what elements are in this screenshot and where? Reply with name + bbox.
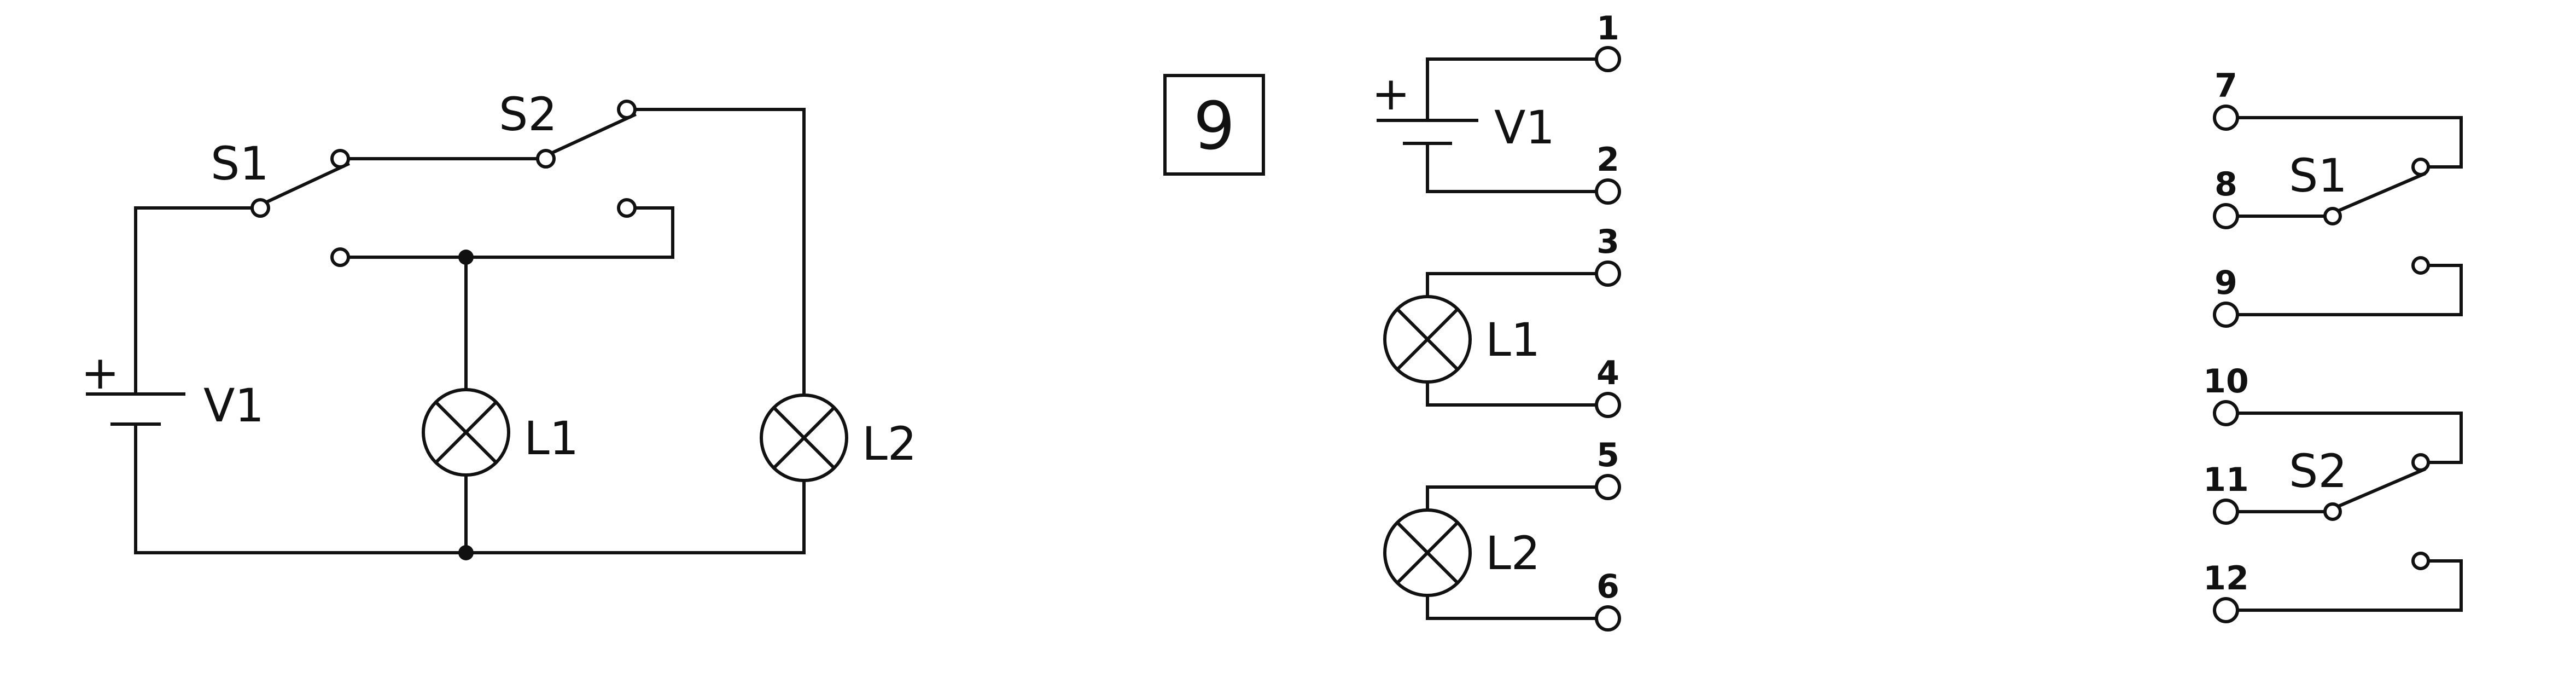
switch-s1-common-terminal	[250, 198, 270, 218]
s2-upper-contact	[2411, 453, 2430, 472]
lamp-l1-label: L1	[524, 412, 579, 465]
l1-wire-bottom	[1426, 380, 1599, 407]
lamp-l2-icon	[760, 393, 848, 482]
s1-upper-contact	[2411, 158, 2430, 176]
terminal-3	[1595, 260, 1621, 287]
l1-cross-b	[1395, 306, 1460, 372]
l1-label: L1	[1485, 313, 1540, 367]
lamp-l2: L2	[760, 393, 917, 482]
terminal-8	[2213, 203, 2239, 229]
s2-blade	[2338, 467, 2426, 508]
terminal-2-label: 2	[1596, 141, 1619, 179]
terminal-10-label: 10	[2203, 362, 2249, 401]
v1-plus-sign: +	[1372, 67, 1410, 120]
terminal-3-label: 3	[1596, 223, 1619, 261]
l2-label: L2	[1485, 526, 1540, 580]
l1-lamp-icon	[1383, 295, 1472, 384]
component-s2: S2 10 11 12	[2203, 362, 2463, 623]
s2-label: S2	[2289, 444, 2347, 498]
terminal-5	[1595, 474, 1621, 500]
battery-label: V1	[203, 379, 264, 432]
l2-cross-b	[1395, 520, 1460, 586]
battery-plus-sign: +	[81, 346, 119, 399]
wire-s2-lower-stub	[633, 206, 674, 259]
switch-s2-label: S2	[499, 88, 557, 141]
l1-wire-top	[1426, 272, 1599, 298]
terminal-8-label: 8	[2214, 165, 2237, 204]
l2-lamp-icon	[1383, 508, 1472, 597]
terminal-11	[2213, 499, 2239, 525]
v1-label: V1	[1494, 101, 1555, 154]
terminal-9	[2213, 302, 2239, 328]
schematic-circuit: + V1 S1 S2 L1	[81, 88, 917, 560]
wire-bottom-return	[134, 422, 806, 554]
wire-battery-to-s1	[134, 206, 254, 396]
s2-common-contact	[2323, 502, 2342, 521]
lamp-l1-icon	[422, 388, 510, 477]
terminal-9-label: 9	[2214, 264, 2237, 302]
terminal-7-label: 7	[2214, 67, 2237, 105]
s1-wire-bottom	[2235, 264, 2463, 316]
terminal-4-label: 4	[1596, 354, 1619, 392]
component-v1: + V1 1 2	[1372, 9, 1621, 205]
s2-wire-top	[2235, 412, 2463, 464]
switch-s2-common-terminal	[536, 149, 556, 169]
terminal-12-label: 12	[2203, 559, 2249, 598]
s2-wire-bottom	[2235, 559, 2463, 612]
component-s1: S1 7 8 9	[2213, 67, 2463, 328]
junction-dot-top	[458, 250, 474, 265]
exercise-number: 9	[1193, 89, 1235, 165]
s2-lower-contact	[2411, 552, 2430, 570]
wire-s2-to-l2	[633, 108, 806, 396]
switch-s1-blade	[266, 162, 350, 204]
terminal-2	[1595, 178, 1621, 205]
lamp-l1: L1	[422, 388, 579, 477]
switch-s1: S1	[211, 137, 350, 267]
lamp-l1-cross-b	[433, 399, 499, 465]
switch-s2-lower-terminal	[617, 198, 637, 218]
component-l2: L2 5 6	[1383, 436, 1621, 632]
terminal-1	[1595, 46, 1621, 72]
s1-label: S1	[2289, 149, 2347, 202]
v1-wire-bottom	[1426, 142, 1602, 193]
terminal-7	[2213, 105, 2239, 131]
junction-dot-bottom	[458, 545, 474, 560]
component-l1: L1 3 4	[1383, 223, 1621, 418]
terminal-10	[2213, 400, 2239, 426]
switch-s1-upper-terminal	[330, 149, 350, 169]
l2-wire-top	[1426, 485, 1599, 512]
switch-s2: S2	[499, 88, 637, 218]
l2-wire-bottom	[1426, 594, 1599, 620]
switch-s1-lower-terminal	[330, 247, 350, 267]
exercise-number-frame	[1163, 74, 1265, 176]
terminal-6	[1595, 605, 1621, 632]
switch-s2-blade	[551, 113, 637, 154]
terminal-4	[1595, 392, 1621, 418]
battery-v1: + V1	[81, 346, 264, 432]
exercise-number-box: 9	[1163, 74, 1265, 176]
lamp-l2-label: L2	[862, 417, 917, 471]
terminal-12	[2213, 597, 2239, 623]
s1-blade	[2338, 172, 2426, 212]
s1-wire-top	[2235, 116, 2463, 169]
terminal-11-label: 11	[2203, 461, 2249, 499]
s1-lower-contact	[2411, 256, 2430, 275]
switch-s2-upper-terminal	[617, 100, 637, 119]
v1-wire-top	[1426, 57, 1602, 122]
terminal-6-label: 6	[1596, 567, 1619, 606]
s1-common-contact	[2323, 207, 2342, 225]
terminal-1-label: 1	[1596, 9, 1619, 48]
terminal-5-label: 5	[1596, 436, 1619, 474]
switch-s1-label: S1	[211, 137, 269, 190]
lamp-l2-cross-b	[771, 405, 837, 471]
